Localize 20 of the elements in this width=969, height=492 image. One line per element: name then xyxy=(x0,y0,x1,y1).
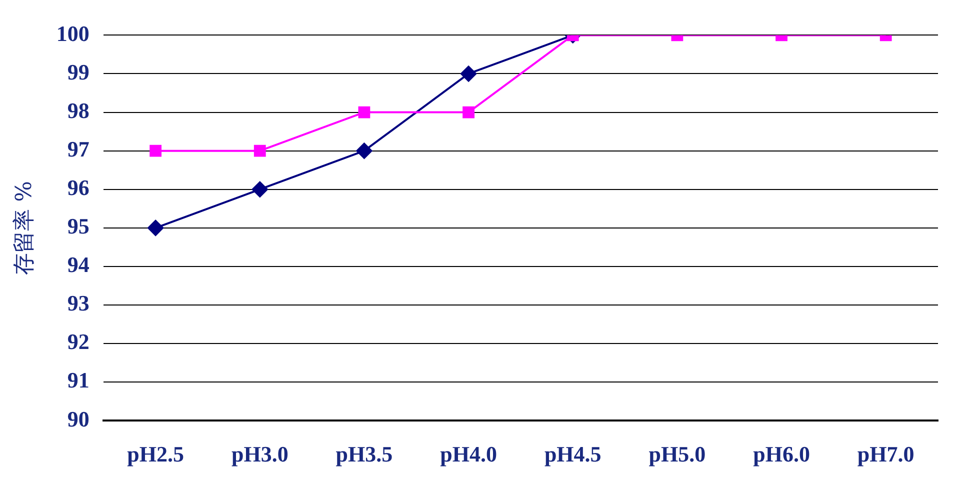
x-tick-label: pH3.0 xyxy=(231,441,288,466)
x-tick-label: pH7.0 xyxy=(857,441,914,466)
y-tick-label: 90 xyxy=(67,406,90,432)
x-tick-label: pH6.0 xyxy=(753,441,810,466)
y-axis-title: 存留率 % xyxy=(12,180,37,275)
y-tick-label: 94 xyxy=(67,252,90,278)
y-tick-label: 100 xyxy=(56,20,90,46)
y-tick-label: 93 xyxy=(67,290,90,316)
x-tick-label: pH5.0 xyxy=(648,441,706,466)
x-tick-label: pH2.5 xyxy=(127,441,184,466)
y-tick-label: 97 xyxy=(67,136,90,162)
y-tick-label: 96 xyxy=(67,175,90,200)
y-tick-label: 91 xyxy=(67,368,90,393)
y-tick-label: 92 xyxy=(67,329,90,354)
x-tick-label: pH4.5 xyxy=(544,441,602,466)
x-tick-label: pH4.0 xyxy=(440,441,497,466)
x-tick-label: pH3.5 xyxy=(336,441,393,466)
y-tick-label: 95 xyxy=(67,214,90,239)
y-tick-label: 99 xyxy=(67,59,90,84)
y-tick-label: 98 xyxy=(67,98,90,123)
